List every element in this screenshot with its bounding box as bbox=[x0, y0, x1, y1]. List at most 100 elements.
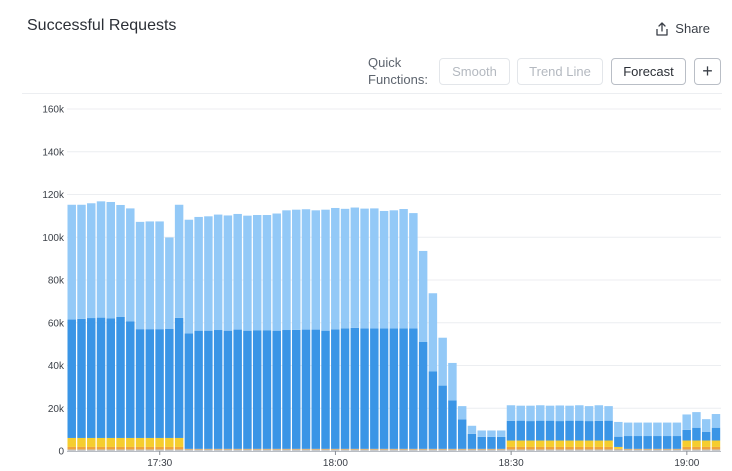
bar-segment bbox=[106, 446, 116, 450]
bar-segment bbox=[292, 449, 301, 451]
bar-segment bbox=[457, 448, 467, 450]
bar-segment bbox=[272, 449, 281, 451]
share-button[interactable]: Share bbox=[655, 21, 710, 36]
bar-segment bbox=[496, 430, 506, 437]
bar-segment bbox=[662, 449, 672, 451]
bar-segment bbox=[409, 328, 418, 449]
bar-segment bbox=[594, 420, 604, 441]
bar-segment bbox=[633, 448, 643, 450]
bar-segment bbox=[340, 208, 350, 329]
bar-segment bbox=[653, 449, 662, 451]
bar-segment bbox=[370, 208, 379, 329]
bar-segment bbox=[67, 437, 76, 447]
bar-segment bbox=[301, 329, 311, 449]
bar-segment bbox=[409, 213, 418, 329]
bar-segment bbox=[467, 448, 477, 450]
bar-segment bbox=[145, 329, 155, 438]
bar-segment bbox=[321, 330, 330, 449]
bar-segment bbox=[340, 449, 350, 451]
bar-segment bbox=[360, 448, 369, 450]
bar-segment bbox=[536, 420, 545, 441]
bar-segment bbox=[653, 448, 662, 450]
bar-segment bbox=[692, 412, 701, 428]
bar-segment bbox=[662, 422, 672, 437]
bar-segment bbox=[87, 446, 96, 450]
add-function-button[interactable]: + bbox=[694, 58, 721, 85]
bar-segment bbox=[126, 446, 135, 450]
bar-segment bbox=[184, 333, 194, 449]
x-tick-label: 17:30 bbox=[147, 458, 172, 469]
bar-segment bbox=[477, 449, 486, 451]
bar-segment bbox=[594, 440, 604, 447]
bar-segment bbox=[116, 204, 125, 317]
bar-segment bbox=[506, 405, 516, 421]
bar-segment bbox=[409, 448, 418, 450]
bar-segment bbox=[584, 449, 594, 451]
bar-segment bbox=[106, 449, 116, 451]
bar-segment bbox=[360, 208, 369, 329]
bar-segment bbox=[321, 448, 330, 450]
bar-segment bbox=[272, 213, 281, 331]
bar-segment bbox=[604, 446, 613, 450]
bar-segment bbox=[555, 446, 565, 450]
bar-segment bbox=[292, 209, 301, 330]
bar-segment bbox=[262, 330, 272, 449]
bar-segment bbox=[213, 449, 223, 451]
bar-segment bbox=[204, 448, 213, 450]
bar-segment bbox=[575, 446, 584, 450]
bar-segment bbox=[370, 328, 379, 449]
bar-segment bbox=[184, 219, 194, 334]
bar-segment bbox=[662, 436, 672, 449]
bar-segment bbox=[331, 329, 340, 449]
bar-segment bbox=[594, 405, 604, 421]
bar-segment bbox=[526, 440, 535, 447]
bar-segment bbox=[682, 429, 691, 441]
bar-segment bbox=[145, 449, 155, 451]
bar-segment bbox=[565, 449, 574, 451]
bar-segment bbox=[272, 330, 281, 449]
bar-segment bbox=[682, 414, 691, 430]
bar-segment bbox=[389, 448, 399, 450]
y-tick-label: 80k bbox=[48, 276, 65, 287]
bar-segment bbox=[96, 446, 106, 450]
bar-segment bbox=[87, 318, 96, 438]
bar-segment bbox=[165, 237, 174, 329]
bar-segment bbox=[77, 318, 86, 438]
bar-segment bbox=[711, 449, 721, 451]
bar-segment bbox=[213, 214, 223, 331]
smooth-button[interactable]: Smooth bbox=[439, 58, 510, 85]
bar-segment bbox=[399, 328, 408, 449]
bar-segment bbox=[477, 448, 486, 450]
chart-title: Successful Requests bbox=[27, 17, 177, 34]
bar-segment bbox=[135, 446, 145, 450]
bar-segment bbox=[496, 436, 506, 449]
bar-segment bbox=[438, 449, 447, 451]
forecast-button[interactable]: Forecast bbox=[611, 58, 686, 85]
bar-segment bbox=[204, 216, 213, 331]
bar-segment bbox=[623, 422, 633, 437]
bar-segment bbox=[126, 321, 135, 438]
bar-segment bbox=[565, 420, 574, 441]
x-tick-label: 18:00 bbox=[323, 458, 348, 469]
bar-segment bbox=[428, 293, 438, 372]
bar-segment bbox=[701, 431, 711, 441]
bar-segment bbox=[682, 446, 691, 450]
bar-segment bbox=[623, 436, 633, 449]
bar-segment bbox=[701, 419, 711, 432]
bar-segment bbox=[135, 437, 145, 447]
bar-segment bbox=[575, 440, 584, 447]
trend-line-button[interactable]: Trend Line bbox=[517, 58, 603, 85]
bar-segment bbox=[526, 446, 535, 450]
bar-segment bbox=[614, 421, 623, 437]
bar-segment bbox=[174, 204, 184, 318]
bar-segment bbox=[711, 414, 721, 428]
bar-segment bbox=[526, 421, 535, 441]
bar-segment bbox=[223, 448, 233, 450]
bar-segment bbox=[428, 371, 438, 449]
bar-segment bbox=[106, 201, 116, 319]
bar-segment bbox=[106, 437, 116, 447]
bar-segment bbox=[399, 209, 408, 329]
bar-segment bbox=[213, 330, 223, 449]
bar-segment bbox=[252, 330, 262, 449]
bar-segment bbox=[643, 436, 652, 449]
